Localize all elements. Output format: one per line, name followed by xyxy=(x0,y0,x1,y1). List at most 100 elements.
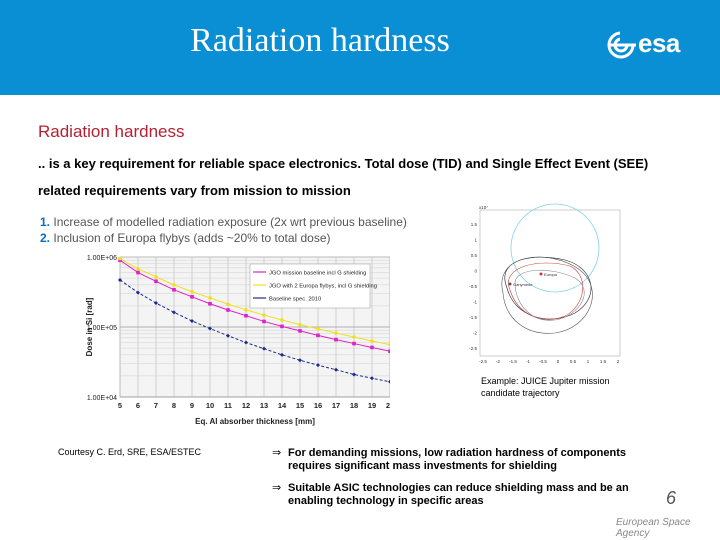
data-point xyxy=(334,337,338,342)
legend-label: JGO with 2 Europa flybys, incl G shieldi… xyxy=(269,284,377,290)
series-line xyxy=(119,258,390,346)
x-tick-label: 0 xyxy=(557,359,560,364)
data-point xyxy=(136,266,140,271)
y-tick-label: 1.00E+04 xyxy=(87,395,117,402)
data-point xyxy=(136,290,140,295)
data-point xyxy=(244,340,248,345)
plot-frame xyxy=(479,209,621,357)
data-point xyxy=(118,256,122,261)
europa-marker xyxy=(539,272,543,276)
y-tick-label: -2 xyxy=(473,331,477,336)
bullet-text: For demanding missions, low radiation ha… xyxy=(288,447,626,472)
data-point xyxy=(334,331,338,335)
x-tick-label: 15 xyxy=(296,401,304,410)
data-point xyxy=(316,333,320,338)
trajectory-caption: Example: JUICE Jupiter mission candidate… xyxy=(481,376,610,398)
x-tick-label: 10 xyxy=(206,401,214,410)
data-point xyxy=(208,326,212,331)
data-point xyxy=(352,372,356,377)
x-tick-label: -1 xyxy=(526,359,530,364)
data-point xyxy=(190,318,194,323)
y-tick-label: 1.00E+06 xyxy=(87,255,117,262)
arrow-icon: ⇒ xyxy=(272,482,282,494)
data-point xyxy=(352,341,356,346)
data-point xyxy=(370,345,374,350)
y-tick-label: 1.00E+05 xyxy=(87,325,117,332)
list-item: 2. Inclusion of Europa flybys (adds ~20%… xyxy=(40,230,407,246)
legend-label: Baseline spec. 2010 xyxy=(269,297,321,303)
x-tick-label: 18 xyxy=(350,401,358,410)
chart-legend xyxy=(249,263,371,309)
y-axis-label: Dose in Si [rad] xyxy=(85,297,94,356)
bullet-item: ⇒ Suitable ASIC technologies can reduce … xyxy=(272,482,672,508)
y-tick-label: -1 xyxy=(473,300,477,305)
slide-title: Radiation hardness xyxy=(190,22,450,59)
data-point xyxy=(208,301,212,306)
data-point xyxy=(244,308,248,312)
data-point xyxy=(298,329,302,333)
data-point xyxy=(226,302,230,306)
series-line xyxy=(119,259,390,352)
data-point xyxy=(262,346,266,351)
data-point xyxy=(136,270,140,275)
data-point xyxy=(226,333,230,338)
data-point xyxy=(388,379,390,384)
x-tick-label: 7 xyxy=(154,401,158,410)
ganymede-marker xyxy=(508,282,512,286)
x-tick-label: 9 xyxy=(190,401,194,410)
data-point xyxy=(388,342,390,347)
data-point xyxy=(154,301,158,306)
data-point xyxy=(370,376,374,381)
x-tick-label: 1.5 xyxy=(600,359,607,364)
ganymede-label: Ganymede xyxy=(513,282,533,287)
y-tick-label: 0.5 xyxy=(471,253,478,258)
data-point xyxy=(172,310,176,315)
data-point xyxy=(118,277,122,282)
x-tick-label: 0.5 xyxy=(570,359,577,364)
arrow-icon: ⇒ xyxy=(272,447,282,459)
trajectory-plot: x10⁷ -2.5 -2 -1.5 -1 -0.5 0 0.5 1 1.5 2 1.5 1 0.5 0 -0… xyxy=(469,203,621,364)
trajectory-orbit xyxy=(514,269,585,321)
x-axis-label: Eq. Al absorber thickness [mm] xyxy=(195,417,315,426)
x-tick-label: 8 xyxy=(172,401,176,410)
data-point xyxy=(172,287,176,292)
x-tick-label: -2 xyxy=(496,359,500,364)
data-point xyxy=(388,349,390,354)
x-tick-label: 20 xyxy=(386,401,390,410)
x-tick-label: -1.5 xyxy=(509,359,517,364)
header-bar: Radiation hardness esa xyxy=(0,0,720,95)
dose-chart: JGO mission baseline incl G shielding JGO… xyxy=(85,255,390,426)
data-point xyxy=(370,339,374,343)
list-text: Inclusion of Europa flybys (adds ~20% to… xyxy=(53,231,331,245)
legend-label: JGO mission baseline incl G shielding xyxy=(269,271,366,277)
numbered-list: 1. Increase of modelled radiation exposu… xyxy=(40,214,407,246)
data-point xyxy=(298,358,302,363)
courtesy-note: Courtesy C. Erd, SRE, ESA/ESTEC xyxy=(58,447,202,457)
y-tick-label: 0 xyxy=(474,269,477,274)
data-point xyxy=(262,319,266,324)
list-text: Increase of modelled radiation exposure … xyxy=(53,215,407,229)
y-tick-label: 1 xyxy=(474,238,477,243)
x-tick-label: 14 xyxy=(278,401,287,410)
x-tick-label: 6 xyxy=(136,401,140,410)
x-tick-label: -2.5 xyxy=(479,359,487,364)
x-tick-label: 1 xyxy=(587,359,590,364)
y-tick-label: -1.5 xyxy=(469,315,477,320)
series-line xyxy=(119,279,390,383)
x-tick-label: 2 xyxy=(617,359,620,364)
data-point xyxy=(244,313,248,318)
x-tick-label: 11 xyxy=(224,401,232,410)
data-point xyxy=(154,279,158,284)
esa-logo-text: esa xyxy=(638,28,680,58)
bullet-text: Suitable ASIC technologies can reduce sh… xyxy=(288,482,629,507)
esa-logo: esa xyxy=(606,28,696,62)
section-title: Radiation hardness xyxy=(38,122,185,141)
data-point xyxy=(298,322,302,327)
list-number: 1. xyxy=(40,215,51,229)
list-item: 1. Increase of modelled radiation exposu… xyxy=(40,214,407,230)
y-exponent-label: x10⁷ xyxy=(479,205,488,210)
data-point xyxy=(208,296,212,300)
list-number: 2. xyxy=(40,231,51,245)
y-tick-label: 1.5 xyxy=(471,222,478,227)
data-point xyxy=(262,313,266,317)
